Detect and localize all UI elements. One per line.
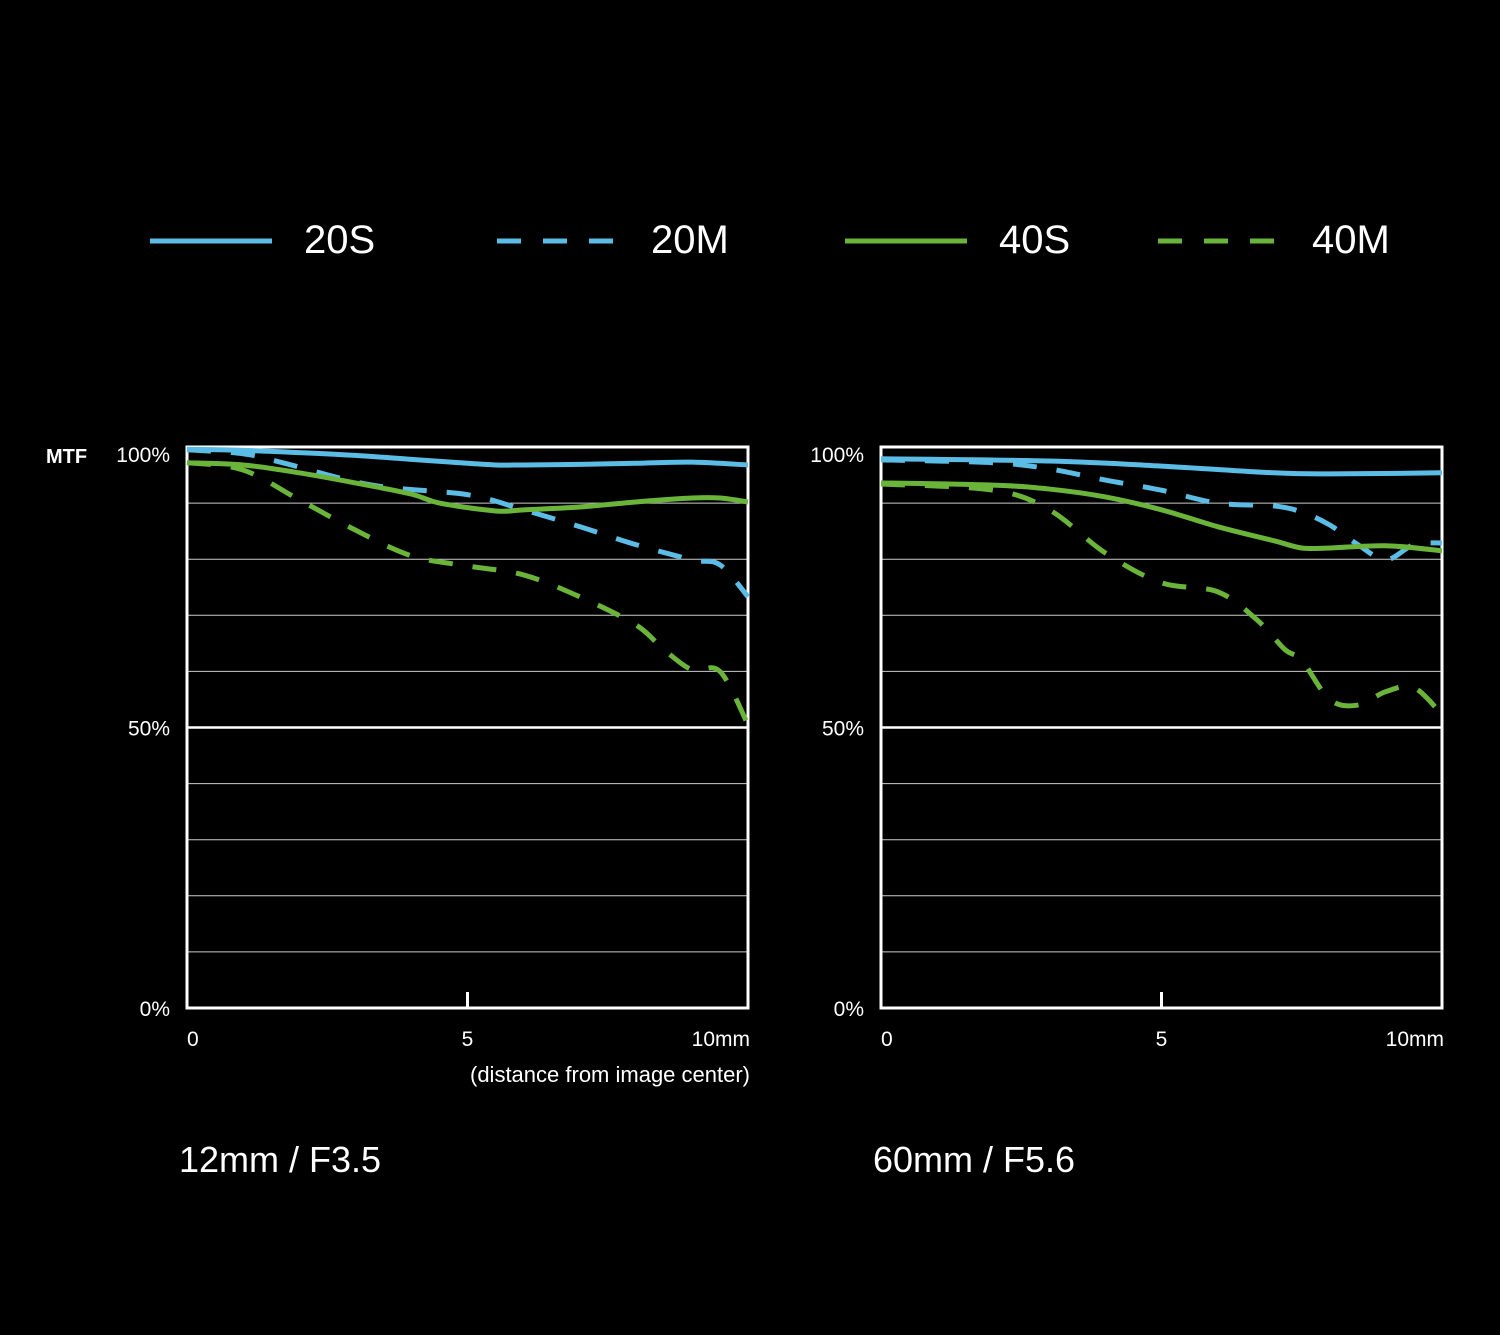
series-line-20M [186, 447, 750, 599]
plot-1: 100% 50% 0% 0 5 10mm 60mm / F5.6 [810, 444, 1444, 1180]
series-line-40S [186, 460, 749, 514]
x-tick-label: 0 [187, 1028, 199, 1051]
y-tick-label: 50% [128, 718, 170, 741]
series-line-20S [880, 456, 1443, 477]
series-line-40S [880, 480, 1443, 554]
x-tick-label: 5 [1156, 1028, 1168, 1051]
y-tick-label: 100% [116, 444, 170, 467]
y-tick-label: 100% [810, 444, 864, 467]
y-tick-label: 0% [140, 998, 170, 1021]
x-axis-label: (distance from image center) [470, 1062, 750, 1087]
series-line-40M [186, 460, 751, 726]
y-tick-label: 0% [834, 998, 864, 1021]
x-tick-label: 10mm [1386, 1028, 1444, 1051]
x-tick-label: 5 [462, 1028, 474, 1051]
legend-label: 40M [1312, 218, 1390, 262]
chart-title: 12mm / F3.5 [179, 1139, 381, 1180]
legend-label: 20M [651, 218, 729, 262]
y-axis-label: MTF [46, 446, 87, 468]
x-tick-label: 0 [881, 1028, 893, 1051]
plot-0: 100% 50% 0% 0 5 10mm 12mm / F3.5 [116, 444, 751, 1180]
legend: 20S 20M 40S 40M [150, 218, 1390, 262]
x-tick-label: 10mm [692, 1028, 750, 1051]
legend-label: 40S [999, 218, 1070, 262]
series-line-40M [880, 481, 1444, 717]
y-tick-label: 50% [822, 718, 864, 741]
series-line-20S [186, 446, 749, 468]
chart-title: 60mm / F5.6 [873, 1139, 1075, 1180]
legend-label: 20S [304, 218, 375, 262]
